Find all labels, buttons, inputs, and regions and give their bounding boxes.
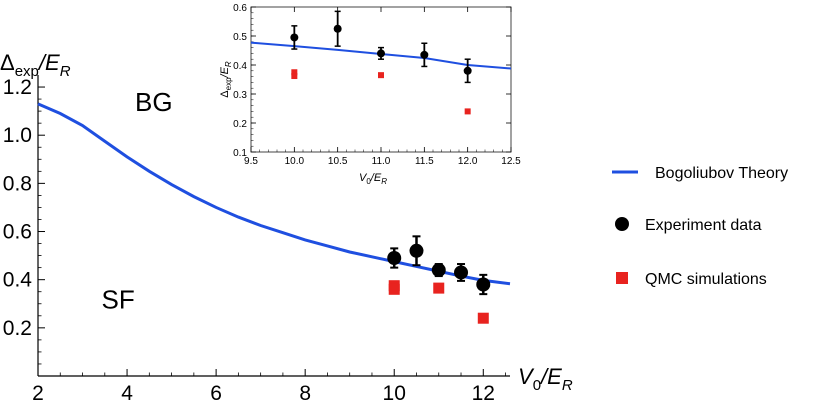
main-x-tick-label: 2 [32, 382, 44, 404]
inset-exp-point [377, 49, 385, 58]
inset-frame [250, 6, 512, 153]
inset-exp-point [463, 66, 472, 75]
inset-y-tick-label: 0.2 [233, 119, 247, 130]
main-x-tick-label: 8 [299, 382, 311, 404]
inset-y-tick-label: 0.4 [233, 61, 247, 72]
main-plot: 2 4 6 8 10 120.20.40.60.81.01.2Δexp/ERV0/ERBG… [0, 50, 573, 404]
inset-x-tick-label: 11.5 [415, 156, 434, 167]
main-x-tick-label: 12 [472, 382, 495, 404]
inset-x-tick-label: 10.0 [285, 156, 305, 167]
inset-x-tick-label: 11.0 [372, 156, 391, 167]
inset-x-tick-label: 12.5 [501, 156, 521, 167]
legend-label: QMC simulations [645, 271, 767, 288]
main-x-tick-label: 4 [121, 382, 133, 404]
region-label-sf: SF [102, 285, 135, 315]
inset-x-tick-label: 10.5 [328, 156, 348, 167]
main-exp-point [409, 243, 424, 258]
main-y-tick-label: 0.2 [3, 317, 32, 340]
inset-qmc-point [378, 72, 384, 79]
main-exp-point [476, 277, 491, 292]
inset-exp-point [420, 50, 429, 59]
inset-exp-point [290, 33, 299, 42]
main-exp-point [387, 251, 402, 266]
inset-qmc-point [291, 69, 298, 76]
inset-y-tick-label: 0.5 [233, 32, 247, 43]
main-exp-point [454, 265, 469, 280]
main-x-tick-label: 10 [383, 382, 406, 404]
main-y-tick-label: 1.2 [3, 76, 32, 99]
main-y-axis-label: Δexp/ER [0, 50, 71, 80]
main-qmc-point [388, 283, 400, 295]
main-x-tick-label: 6 [210, 382, 222, 404]
legend-square-swatch [616, 272, 628, 284]
inset-qmc-point [464, 108, 471, 115]
region-label-bg: BG [135, 87, 173, 117]
inset-exp-point [333, 24, 342, 33]
inset-y-tick-label: 0.1 [233, 148, 247, 159]
inset-qmc-point [291, 73, 298, 80]
legend-label: Experiment data [645, 217, 762, 234]
main-y-tick-label: 0.6 [3, 221, 32, 244]
legend-label: Bogoliubov Theory [655, 165, 788, 182]
inset-x-tick-label: 12.0 [458, 156, 478, 167]
inset-y-axis-label: Δexp/ER [219, 61, 233, 98]
main-qmc-point [433, 282, 445, 294]
main-y-tick-label: 1.0 [3, 124, 32, 147]
main-theory-line [37, 102, 511, 286]
inset-y-tick-label: 0.3 [233, 90, 247, 101]
inset-y-tick-label: 0.6 [233, 3, 247, 14]
main-exp-point [431, 263, 446, 278]
legend-circle-swatch [615, 217, 629, 231]
inset-plot: 9.5 10.0 10.5 11.0 11.5 12.0 12.5 0.1 0.2 0.3 0.4 0… [219, 3, 521, 186]
legend: Bogoliubov Theory Experiment data QMC simu… [612, 165, 788, 288]
main-y-tick-label: 0.8 [3, 172, 32, 195]
main-x-axis-label: V0/ER [518, 364, 573, 394]
main-y-tick-label: 0.4 [3, 269, 33, 292]
inset-x-axis-label: V0/ER [359, 172, 387, 186]
main-qmc-point [477, 312, 489, 324]
inset-x-tick-label: 9.5 [244, 156, 258, 167]
